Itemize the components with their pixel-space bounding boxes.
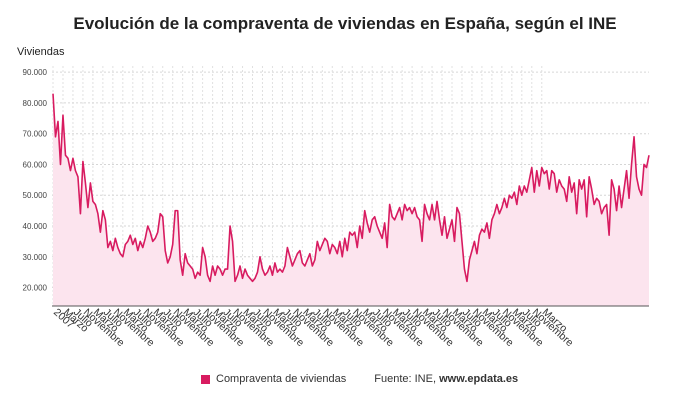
source-label: Fuente: INE, <box>374 373 437 385</box>
y-tick-label: 30.000 <box>23 253 48 262</box>
chart-legend: Compraventa de viviendas Fuente: INE, ww… <box>201 373 518 385</box>
source-note: Fuente: INE, www.epdata.es <box>374 373 518 385</box>
y-tick-label: 80.000 <box>23 99 48 108</box>
legend-label: Compraventa de viviendas <box>216 373 347 385</box>
y-tick-label: 60.000 <box>23 160 48 169</box>
series-area <box>53 93 649 306</box>
y-tick-label: 50.000 <box>23 191 48 200</box>
y-tick-label: 40.000 <box>23 222 48 231</box>
y-tick-label: 20.000 <box>23 284 48 293</box>
series-line <box>52 93 650 283</box>
y-tick-label: 70.000 <box>23 130 48 139</box>
legend-swatch <box>201 374 210 384</box>
y-axis-label: Viviendas <box>17 46 65 58</box>
source-site: www.epdata.es <box>439 373 519 385</box>
y-tick-label: 90.000 <box>23 68 48 77</box>
chart-title: Evolución de la compraventa de viviendas… <box>73 14 617 33</box>
